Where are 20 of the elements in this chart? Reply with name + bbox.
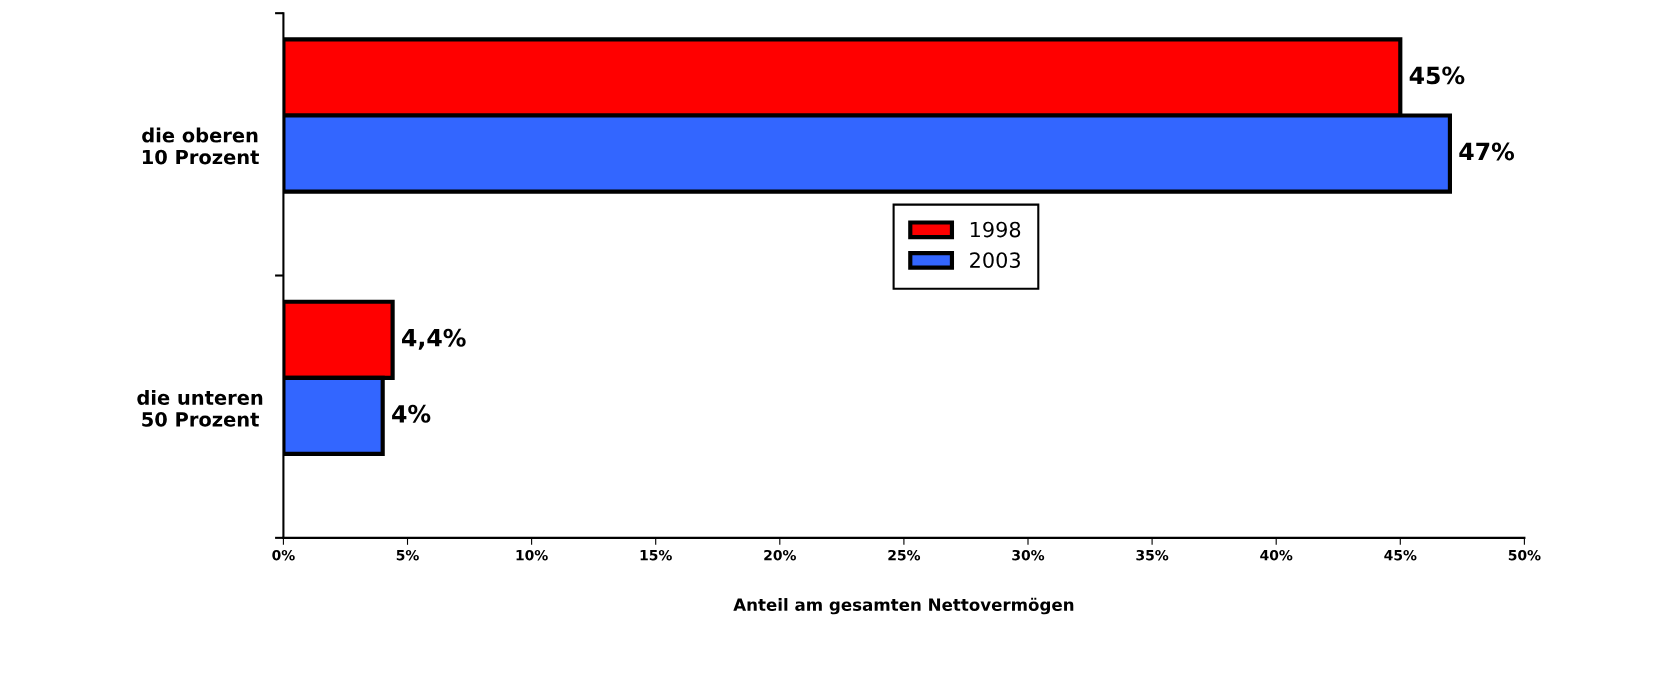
x-tick-label: 35% — [1136, 549, 1169, 561]
y-tick-label: die oberen 10 Prozent — [142, 127, 259, 165]
legend-label: 2003 — [970, 252, 1020, 268]
x-tick-label: 30% — [1012, 549, 1045, 561]
legend-label: 1998 — [970, 221, 1021, 238]
x-tick-label: 20% — [764, 549, 796, 561]
y-tick-label: die unteren 50 Prozent — [137, 389, 263, 427]
x-tick-label: 50% — [1508, 549, 1541, 561]
x-tick-label: 45% — [1384, 549, 1417, 561]
data-label: 4,4% — [402, 328, 466, 350]
x-tick-label: 25% — [888, 549, 921, 561]
x-tick-label: 40% — [1260, 549, 1293, 561]
data-label: 4% — [392, 404, 431, 423]
data-label: 47% — [1459, 142, 1515, 161]
x-tick-label: 10% — [516, 549, 548, 561]
x-tick-label: 5% — [396, 549, 419, 561]
x-tick-label: 15% — [640, 549, 672, 561]
x-tick-label: 0% — [272, 549, 295, 561]
data-label: 45% — [1409, 66, 1465, 85]
x-axis-title: Anteil am gesamten Nettovermögen — [733, 597, 1074, 615]
